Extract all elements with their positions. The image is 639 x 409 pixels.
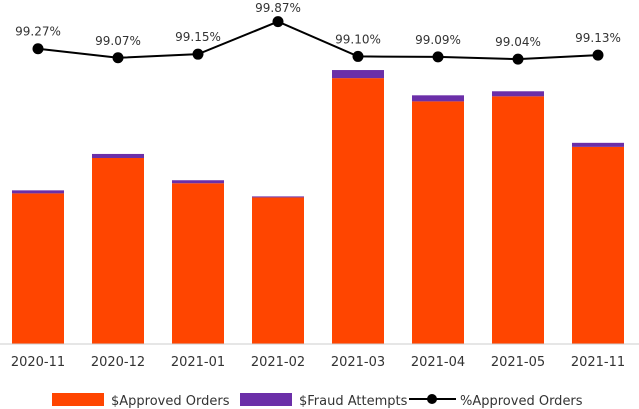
bar-approved-2021-03 — [332, 78, 384, 344]
approved-pct-point-2021-02 — [272, 16, 284, 28]
bar-fraud-2021-03 — [332, 70, 384, 79]
legend-label-approved-orders: $Approved Orders — [111, 394, 230, 409]
approved-pct-label-2021-04: 99.09% — [415, 33, 461, 47]
legend-label-approved-pct: %Approved Orders — [460, 394, 583, 409]
bar-fraud-2020-11 — [12, 190, 64, 194]
x-tick-label-2021-03: 2021-03 — [331, 355, 385, 370]
approved-pct-line-layer: 99.27% 99.07% 99.15% 99.87% 99.10% 99.09% 99.0… — [15, 1, 621, 65]
bar-fraud-2020-12 — [92, 153, 144, 158]
bars-layer — [12, 70, 624, 344]
x-tick-label-2021-05: 2021-05 — [491, 355, 545, 370]
bar-approved-2020-12 — [92, 157, 144, 344]
approved-pct-point-2021-05 — [512, 53, 524, 65]
x-tick-label-2021-11: 2021-11 — [571, 355, 625, 370]
approved-pct-point-2021-04 — [432, 51, 444, 63]
approved-pct-point-2020-11 — [32, 43, 44, 55]
approved-pct-label-2021-11: 99.13% — [575, 31, 621, 45]
x-tick-label-2020-12: 2020-12 — [91, 355, 145, 370]
approved-pct-label-2021-02: 99.87% — [255, 1, 301, 15]
approved-pct-line — [37, 20, 599, 61]
bar-approved-2021-02 — [252, 197, 304, 344]
approved-pct-label-2021-05: 99.04% — [495, 35, 541, 49]
bar-approved-2021-05 — [492, 96, 544, 344]
bar-approved-2021-04 — [412, 101, 464, 344]
bar-fraud-2021-01 — [172, 180, 224, 184]
approved-pct-label-2020-12: 99.07% — [95, 34, 141, 48]
approved-pct-label-2020-11: 99.27% — [15, 25, 61, 39]
approved-pct-point-2021-11 — [592, 49, 604, 61]
x-tick-label-2021-04: 2021-04 — [411, 355, 465, 370]
approved-pct-label-2021-01: 99.15% — [175, 30, 221, 44]
x-tick-label-2021-02: 2021-02 — [251, 355, 305, 370]
bar-fraud-2021-04 — [412, 95, 464, 102]
x-axis-ticks: 2020-11 2020-12 2021-01 2021-02 2021-03 2021-… — [11, 355, 625, 370]
x-tick-label-2020-11: 2020-11 — [11, 355, 65, 370]
approved-pct-point-2021-03 — [352, 50, 364, 62]
approved-pct-label-2021-03: 99.10% — [335, 32, 381, 46]
bar-fraud-2021-02 — [252, 196, 304, 198]
bar-approved-2020-11 — [12, 193, 64, 344]
approved-pct-point-2021-01 — [192, 48, 204, 60]
bar-fraud-2021-05 — [492, 91, 544, 97]
bar-fraud-2021-11 — [572, 142, 624, 147]
legend-swatch-approved-orders — [52, 393, 104, 406]
legend-swatch-fraud-attempts — [240, 393, 292, 406]
legend-marker-approved-pct — [427, 394, 437, 404]
bar-approved-2021-11 — [572, 146, 624, 344]
bar-approved-2021-01 — [172, 183, 224, 344]
approved-pct-point-2020-12 — [112, 52, 124, 64]
legend: $Approved Orders $Fraud Attempts %Approv… — [52, 393, 583, 409]
x-tick-label-2021-01: 2021-01 — [171, 355, 225, 370]
legend-label-fraud-attempts: $Fraud Attempts — [299, 394, 408, 409]
